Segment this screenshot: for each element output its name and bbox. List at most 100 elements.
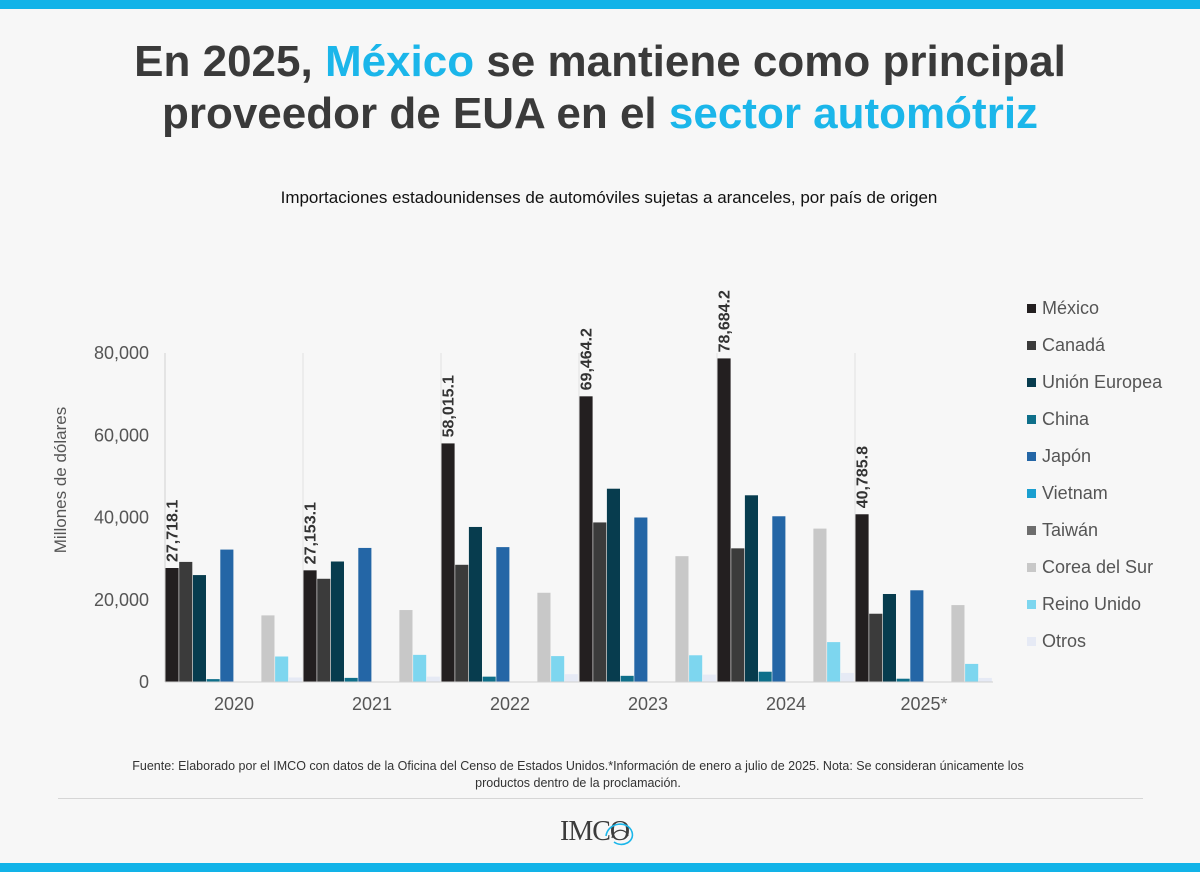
source-line-1: Fuente: Elaborado por el IMCO con datos … — [132, 759, 1024, 773]
bar-canadá — [317, 578, 331, 682]
bar-japón — [358, 547, 372, 682]
bar-canadá — [593, 522, 607, 682]
bottom-accent-bar — [0, 863, 1200, 872]
source-line-2: productos dentro de la proclamación. — [475, 776, 681, 790]
legend-label: China — [1042, 409, 1090, 429]
title-line1-highlight: México — [324, 37, 475, 86]
chart-title: Importaciones estadounidenses de automóv… — [280, 188, 938, 207]
bar-otros — [564, 674, 578, 682]
bar-japón — [910, 590, 924, 682]
bar-reino-unido — [275, 656, 289, 682]
bar-china — [620, 675, 634, 682]
bar-japón — [220, 549, 234, 682]
y-axis-label: Millones de dólares — [51, 407, 70, 553]
bar-méxico — [855, 514, 869, 682]
bar-canadá — [455, 564, 469, 682]
legend-item: Taiwán — [1027, 512, 1162, 549]
bar-japón — [634, 517, 648, 682]
legend-label: Corea del Sur — [1042, 557, 1154, 577]
legend-item: Japón — [1027, 438, 1162, 475]
legend-item: Canadá — [1027, 327, 1162, 364]
x-tick-label: 2021 — [352, 694, 392, 714]
bar-canadá — [179, 561, 193, 682]
y-tick-label: 20,000 — [94, 590, 149, 610]
bar-canadá — [869, 613, 883, 682]
legend-label: Canadá — [1042, 335, 1106, 355]
legend-swatch — [1027, 452, 1036, 461]
bar-unión-europea — [744, 495, 758, 682]
data-label-mexico: 40,785.8 — [854, 446, 871, 508]
bar-corea-del-sur — [951, 605, 965, 682]
bar-otros — [288, 677, 302, 682]
bar-china — [896, 678, 910, 682]
legend-item: Unión Europea — [1027, 364, 1162, 401]
bar-japón — [496, 547, 510, 682]
legend-label: México — [1042, 298, 1100, 318]
bar-otros — [978, 677, 992, 682]
legend-label: Reino Unido — [1042, 594, 1142, 614]
bar-méxico — [165, 568, 179, 682]
data-label-mexico: 27,718.1 — [164, 500, 181, 562]
legend-label: Taiwán — [1042, 520, 1099, 540]
legend-item: China — [1027, 401, 1162, 438]
legend-swatch — [1027, 637, 1036, 646]
legend-swatch — [1027, 526, 1036, 535]
bar-china — [482, 676, 496, 682]
data-label-mexico: 69,464.2 — [578, 328, 595, 390]
legend-item: Vietnam — [1027, 475, 1162, 512]
bar-corea-del-sur — [261, 615, 275, 682]
imco-logo: IMCO — [560, 816, 630, 847]
legend-label: Unión Europea — [1042, 372, 1163, 392]
legend-item: Corea del Sur — [1027, 549, 1162, 586]
bar-china — [758, 671, 772, 682]
bar-méxico — [579, 396, 593, 682]
legend-label: Vietnam — [1042, 483, 1108, 503]
legend-item: México — [1027, 290, 1162, 327]
source-note: Fuente: Elaborado por el IMCO con datos … — [78, 758, 1078, 792]
data-label-mexico: 27,153.1 — [302, 502, 319, 564]
bar-china — [206, 679, 220, 682]
bar-canadá — [731, 548, 745, 682]
legend-swatch — [1027, 600, 1036, 609]
title-line1-part-c: se mantiene como principal — [474, 37, 1066, 86]
bar-corea-del-sur — [675, 556, 689, 682]
data-label-mexico: 78,684.2 — [716, 290, 733, 352]
bar-reino-unido — [689, 655, 703, 682]
x-tick-label: 2020 — [214, 694, 254, 714]
page-title: En 2025, México se mantiene como princip… — [0, 36, 1200, 140]
legend-label: Otros — [1042, 631, 1087, 651]
title-line2-highlight: sector automótriz — [668, 89, 1039, 138]
bar-japón — [772, 516, 786, 682]
title-line2-part-a: proveedor de EUA en el — [161, 89, 669, 138]
bar-méxico — [717, 358, 731, 682]
bar-otros — [426, 676, 440, 682]
legend-swatch — [1027, 304, 1036, 313]
bar-unión-europea — [468, 526, 482, 682]
y-tick-label: 60,000 — [94, 425, 149, 445]
x-tick-label: 2023 — [628, 694, 668, 714]
legend-item: Otros — [1027, 623, 1162, 660]
y-tick-label: 40,000 — [94, 508, 149, 528]
x-tick-label: 2025* — [900, 694, 947, 714]
legend-swatch — [1027, 489, 1036, 498]
bar-china — [344, 677, 358, 682]
legend-swatch — [1027, 415, 1036, 424]
legend-swatch — [1027, 563, 1036, 572]
imco-swirl-icon — [605, 823, 634, 846]
bar-méxico — [303, 570, 317, 682]
x-tick-label: 2024 — [766, 694, 806, 714]
legend-item: Reino Unido — [1027, 586, 1162, 623]
bar-méxico — [441, 443, 455, 682]
bar-reino-unido — [551, 656, 565, 682]
bar-reino-unido — [413, 654, 427, 682]
bar-otros — [702, 674, 716, 682]
top-accent-bar — [0, 0, 1200, 9]
footer-divider — [58, 798, 1143, 799]
title-line1-part-a: En 2025, — [134, 37, 325, 86]
bar-unión-europea — [330, 561, 344, 682]
bar-corea-del-sur — [537, 592, 551, 682]
bar-unión-europea — [192, 575, 206, 682]
y-tick-label: 0 — [139, 672, 149, 692]
legend-swatch — [1027, 341, 1036, 350]
